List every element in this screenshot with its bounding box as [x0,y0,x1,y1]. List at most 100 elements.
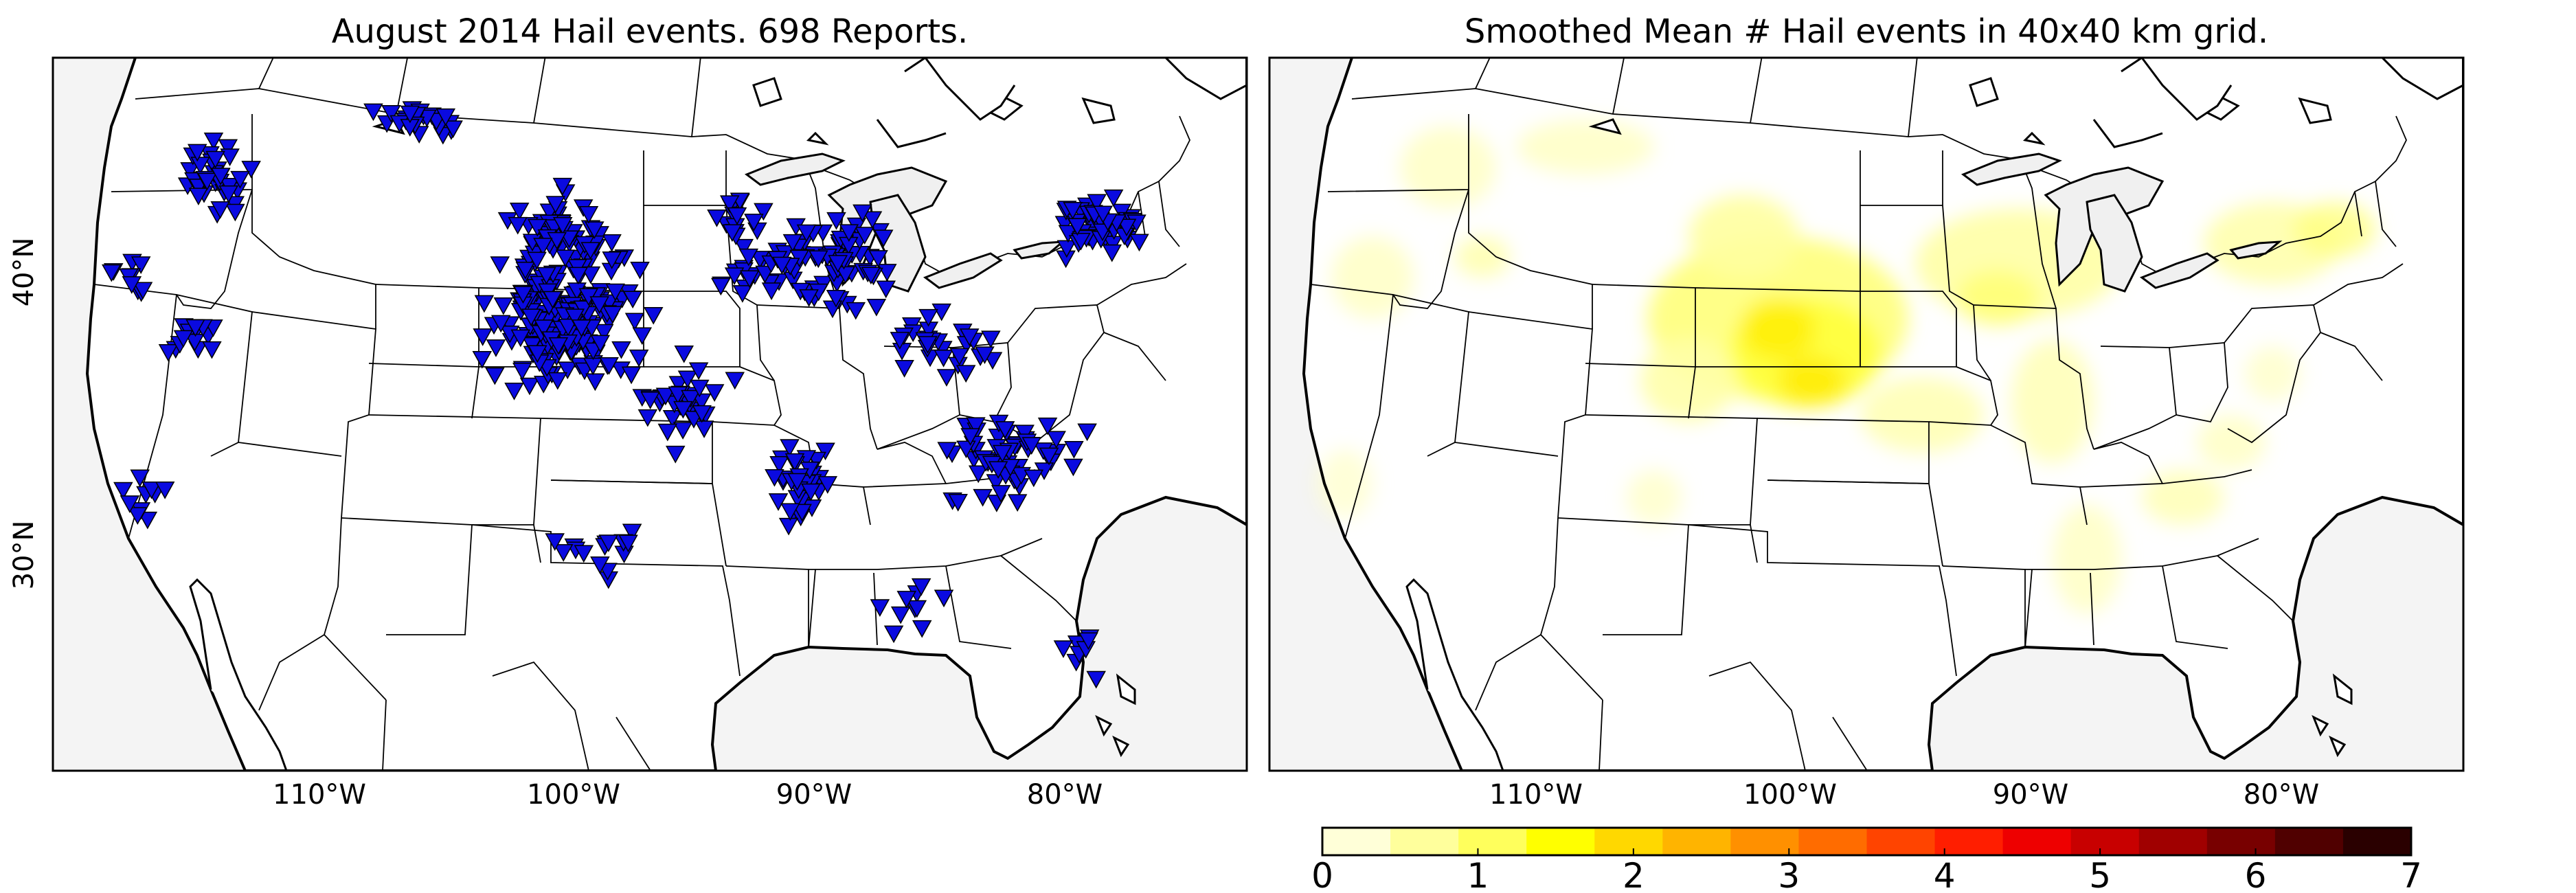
right-lon-label-90w: 90°W [1993,779,2068,811]
colorbar-band [1798,828,1867,855]
colorbar-tick-label: 2 [1623,856,1645,893]
hail-report-marker [761,282,782,301]
hail-report-marker [180,162,200,180]
hail-report-marker [605,283,625,302]
hail-report-marker [765,468,784,487]
hail-report-marker [861,267,881,285]
hail-report-marker [707,210,727,227]
left-panel-title: August 2014 Hail events. 698 Reports. [332,12,969,51]
hail-report-marker [826,289,846,308]
left-map [53,58,1247,771]
hail-report-marker [992,444,1013,463]
hail-report-marker [133,282,153,300]
colorbar-band [1866,828,1936,855]
right-map [1269,58,2463,771]
hail-report-marker [534,319,554,337]
hail-report-marker [668,376,689,394]
hail-report-marker [719,195,740,214]
hail-report-marker [1037,417,1058,436]
hail-report-marker [839,224,859,242]
hail-report-marker [630,261,650,280]
left-lon-label-110w: 110°W [273,779,366,811]
hail-report-marker [203,132,224,150]
hail-report-marker [493,297,514,315]
hail-report-marker [1063,458,1083,477]
colorbar-band [2206,828,2276,855]
hail-report-marker [504,383,524,400]
hail-report-marker [787,473,807,491]
hail-report-marker [868,250,888,268]
hail-report-marker [918,336,938,354]
hail-report-marker [545,533,565,551]
hail-report-marker [711,278,731,296]
hail-report-marker [225,203,245,222]
hail-report-marker [691,393,712,411]
colorbar-tick-label: 4 [1934,856,1956,893]
colorbar-band [2138,828,2208,855]
hail-report-marker [739,270,760,289]
hail-report-marker [738,248,759,267]
right-panel-title: Smoothed Mean # Hail events in 40x40 km … [1465,12,2268,51]
hail-report-marker [815,442,835,461]
hail-report-marker [956,365,976,383]
hail-report-marker [400,105,420,124]
colorbar-tick-label: 5 [2089,856,2111,893]
hail-report-marker [210,201,230,219]
hail-report-marker [1063,201,1083,220]
hail-report-marker [572,319,591,337]
hail-report-marker [755,265,775,284]
colorbar-band [2274,828,2344,855]
right-lon-label-80w: 80°W [2244,779,2319,811]
hail-report-marker [817,476,838,494]
colorbar-tick-label: 6 [2245,856,2267,893]
hail-report-marker [547,372,568,390]
hail-report-marker [436,108,456,126]
hail-report-marker [1007,494,1028,512]
hail-report-marker [722,224,743,242]
hail-report-marker [828,255,848,273]
colorbar-band [1662,828,1731,855]
colorbar-band [1322,828,1391,855]
hail-report-marker [142,481,161,499]
hail-report-marker [548,337,569,355]
hail-report-marker [734,238,754,257]
hail-report-marker [552,177,573,196]
hail-report-marker [778,517,799,536]
hail-report-marker [490,256,510,274]
hail-report-marker [1057,240,1077,258]
hail-report-marker [1039,447,1059,466]
hail-report-marker [959,328,980,346]
hail-report-marker [578,206,599,224]
hail-report-marker [866,298,887,317]
hail-report-marker [852,204,872,223]
hail-report-marker [1077,423,1097,442]
hail-report-marker [936,369,957,387]
hail-report-marker [907,600,927,618]
hail-report-marker [205,150,225,169]
hail-report-marker [547,231,567,250]
hail-report-marker [113,482,133,500]
hail-report-marker [585,373,605,392]
hail-report-marker [890,332,910,350]
hail-report-marker [241,161,261,179]
hail-report-markers [102,101,1149,689]
hail-report-marker [826,212,846,230]
hail-report-marker [640,392,660,409]
colorbar-ticks: 0 1 2 3 4 5 6 7 [1311,848,2422,893]
hail-report-marker [624,313,645,331]
left-lon-label-80w: 80°W [1027,779,1103,811]
hail-report-marker [1093,205,1113,224]
hail-report-marker [1053,640,1074,658]
colorbar [1322,828,2412,855]
hail-report-marker [673,422,693,440]
hail-report-marker [632,327,653,346]
hail-report-marker [809,250,828,269]
hail-report-marker [782,234,803,252]
hail-report-marker [911,578,931,596]
hail-report-marker [543,291,563,309]
hail-report-marker [949,348,969,366]
hail-report-marker [876,280,896,299]
hail-report-marker [568,267,589,285]
hail-report-marker [1116,218,1137,237]
hail-report-marker [527,251,547,270]
